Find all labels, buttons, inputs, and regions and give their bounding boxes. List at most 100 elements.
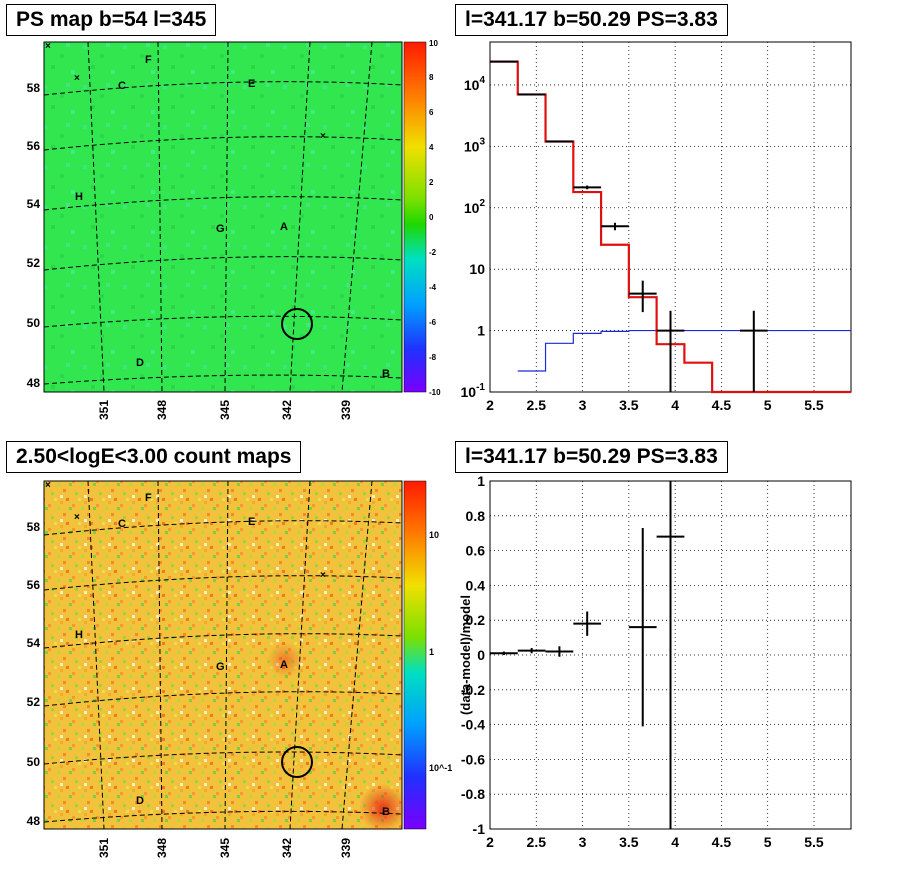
count-map-cbar-tick: 10^-1 bbox=[429, 763, 452, 773]
count-map-cbar-tick: 10 bbox=[429, 530, 439, 540]
spectrum-data-point bbox=[545, 140, 574, 143]
count-map-label-h: H bbox=[75, 629, 83, 641]
spectrum-ytick: 104 bbox=[464, 75, 486, 93]
spectrum-data-point bbox=[573, 185, 602, 190]
ps-map-xtick: 348 bbox=[155, 400, 169, 420]
count-map-ytick: 52 bbox=[27, 695, 41, 709]
ps-map-cbar-tick: 4 bbox=[429, 143, 434, 152]
ps-map-y-ticks: 58 56 54 52 50 48 bbox=[27, 81, 41, 390]
residual-ytick: -0.8 bbox=[461, 786, 485, 802]
ps-map-cbar-tick: -2 bbox=[429, 248, 437, 257]
residual-ytick: 0.6 bbox=[466, 543, 486, 559]
count-map-ytick: 48 bbox=[27, 814, 41, 828]
ps-map-cbar-tick: 6 bbox=[429, 108, 434, 117]
spectrum-ytick: 10 bbox=[469, 261, 485, 277]
ps-map-colorbar-ticks: 10 8 6 4 2 0 -2 -4 -6 -8 -10 bbox=[429, 39, 441, 397]
spectrum-xtick: 5 bbox=[764, 397, 772, 413]
ps-map-xtick: 351 bbox=[97, 400, 111, 420]
ps-map-label-f: F bbox=[145, 54, 152, 66]
spectrum-data-point bbox=[490, 60, 518, 63]
count-map-ytick: 54 bbox=[27, 636, 41, 650]
count-map-label-e: E bbox=[248, 516, 255, 528]
spectrum-marks bbox=[490, 60, 851, 394]
residual-xtick: 2 bbox=[486, 834, 494, 850]
spectrum-data-point bbox=[517, 93, 546, 96]
count-map-label-b: B bbox=[382, 806, 390, 818]
count-map-cbar-tick: 1 bbox=[429, 647, 434, 657]
ps-map-label-a: A bbox=[280, 221, 288, 233]
spectrum-xtick: 4.5 bbox=[712, 397, 732, 413]
count-map-label-d: D bbox=[136, 795, 144, 807]
count-map-label-c: C bbox=[118, 518, 126, 530]
count-map-source-labels: F C E H G A D B bbox=[75, 492, 390, 818]
residual-panel: 2 2.5 3 3.5 4 4.5 5 5.5 1 0.8 0.6 0.4 0.2 0 -0.2 -0.4 -… bbox=[458, 473, 852, 850]
residual-x-ticks: 2 2.5 3 3.5 4 4.5 5 5.5 bbox=[486, 834, 824, 850]
ps-map-x-ticks: 351 348 345 342 339 bbox=[97, 400, 353, 420]
spectrum-xtick: 3 bbox=[579, 397, 587, 413]
ps-map-panel: F C E H G A D B × × × 58 56 54 52 50 48 … bbox=[27, 39, 441, 420]
residual-ytick: -0.4 bbox=[461, 717, 485, 733]
count-map-xtick: 351 bbox=[97, 838, 111, 858]
residual-ylabel: (data-model)/model bbox=[458, 595, 473, 715]
ps-map-ytick: 58 bbox=[27, 81, 41, 95]
count-map-colorbar-ticks: 10 1 10^-1 bbox=[429, 530, 452, 773]
residual-data-point bbox=[490, 651, 518, 655]
spectrum-data-point bbox=[601, 222, 629, 231]
spectrum-ytick: 102 bbox=[464, 198, 486, 216]
count-map-label-a: A bbox=[280, 659, 288, 671]
ps-map-label-g: G bbox=[216, 223, 225, 235]
count-map-xtick: 345 bbox=[218, 838, 232, 858]
count-map-title: 2.50<logE<3.00 count maps bbox=[6, 441, 302, 473]
count-map-ytick: 58 bbox=[27, 520, 41, 534]
ps-map-label-h: H bbox=[75, 191, 83, 203]
count-map-hotspot bbox=[267, 642, 303, 678]
count-map-graticule bbox=[43, 480, 403, 830]
count-map-plot bbox=[43, 480, 403, 830]
count-map-colorbar bbox=[403, 480, 427, 830]
spectrum-xtick: 2.5 bbox=[527, 397, 547, 413]
count-map-ytick: 56 bbox=[27, 578, 41, 592]
count-map-source-circle bbox=[281, 746, 313, 778]
ps-map-ytick: 50 bbox=[27, 316, 41, 330]
spectrum-data-point bbox=[739, 310, 768, 392]
residual-xtick: 3 bbox=[579, 834, 587, 850]
ps-map-cbar-tick: 0 bbox=[429, 213, 434, 222]
residual-xtick: 4 bbox=[671, 834, 679, 850]
ps-map-label-c: C bbox=[118, 80, 126, 92]
ps-map-graticule bbox=[43, 41, 403, 393]
ps-map-ytick: 52 bbox=[27, 256, 41, 270]
ps-map-colorbar bbox=[403, 41, 427, 393]
ps-map-ytick: 48 bbox=[27, 376, 41, 390]
ps-map-xtick: 345 bbox=[218, 400, 232, 420]
count-map-label-g: G bbox=[216, 661, 225, 673]
residual-ytick: 0.8 bbox=[466, 508, 486, 524]
residual-ytick: 0 bbox=[477, 647, 485, 663]
ps-map-plot bbox=[43, 41, 403, 393]
residual-ytick: -0.2 bbox=[461, 682, 485, 698]
spectrum-xtick: 2 bbox=[486, 397, 494, 413]
count-map-xtick: 348 bbox=[155, 838, 169, 858]
count-map-x-ticks: 351 348 345 342 339 bbox=[97, 838, 353, 858]
ps-map-cbar-tick: -8 bbox=[429, 353, 437, 362]
ps-map-xtick: 342 bbox=[280, 400, 294, 420]
residual-ytick: 1 bbox=[477, 473, 485, 489]
ps-map-cross: × bbox=[45, 41, 51, 52]
spectrum-xtick: 3.5 bbox=[619, 397, 639, 413]
residual-data-point bbox=[628, 527, 657, 727]
residual-data-point bbox=[545, 646, 574, 657]
ps-map-cbar-tick: -10 bbox=[429, 388, 441, 397]
ps-map-xtick: 339 bbox=[339, 400, 353, 420]
ps-map-cbar-tick: 10 bbox=[429, 39, 438, 48]
count-map-panel: F C E H G A D B × × × 58 56 54 52 50 48 … bbox=[27, 480, 453, 858]
ps-map-label-e: E bbox=[248, 78, 255, 90]
residual-ytick: 0.2 bbox=[466, 612, 486, 628]
spectrum-panel: 2 2.5 3 3.5 4 4.5 5 5.5 10-1 1 10 102 103 104 bbox=[461, 41, 852, 413]
spectrum-blue-model bbox=[517, 329, 851, 372]
residual-xtick: 5.5 bbox=[804, 834, 824, 850]
spectrum-data-point bbox=[628, 280, 657, 313]
residual-ytick: -0.6 bbox=[461, 751, 485, 767]
count-map-cross: × bbox=[74, 512, 80, 523]
spectrum-data-point bbox=[656, 310, 685, 392]
spectrum-ytick: 10-1 bbox=[461, 382, 486, 400]
